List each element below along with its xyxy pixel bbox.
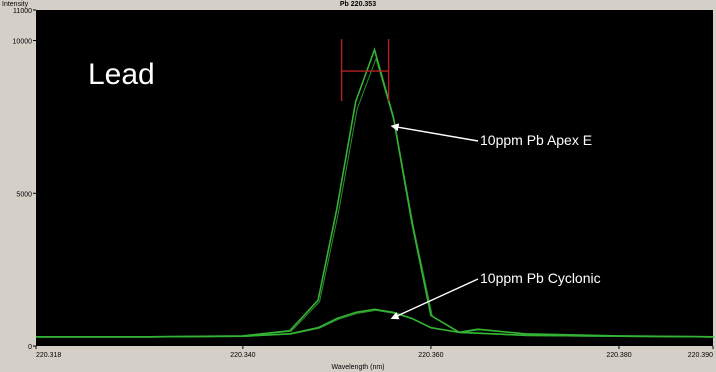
x-tick-label: 220.318 — [36, 352, 61, 359]
y-tick-label: 11000 — [13, 8, 32, 15]
y-tick-label: 5000 — [16, 191, 32, 198]
annotation-lead: Lead — [88, 58, 155, 91]
series-line-replicate-1 — [37, 309, 715, 338]
annotation-label-0: 10ppm Pb Apex E — [480, 132, 592, 148]
chart-title: Pb 220.353 — [339, 1, 377, 8]
x-tick-label: 220.340 — [230, 352, 255, 359]
y-tick-label: 0 — [28, 344, 32, 351]
annotation-arrow-0 — [390, 123, 479, 142]
plot-area — [36, 10, 713, 346]
window-titlebar: Intensity Pb 220.353 — [0, 0, 716, 10]
x-tick-label: 220.380 — [606, 352, 631, 359]
x-axis-label: Wavelength (nm) — [331, 364, 385, 371]
y-tick-label: 10000 — [13, 39, 33, 46]
x-tick-label: 220.390 — [688, 352, 713, 359]
annotation-arrow-1 — [390, 278, 479, 320]
y-axis-label: Intensity — [2, 1, 29, 8]
annotation-label-1: 10ppm Pb Cyclonic — [480, 270, 601, 286]
x-tick-label: 220.360 — [418, 352, 443, 359]
